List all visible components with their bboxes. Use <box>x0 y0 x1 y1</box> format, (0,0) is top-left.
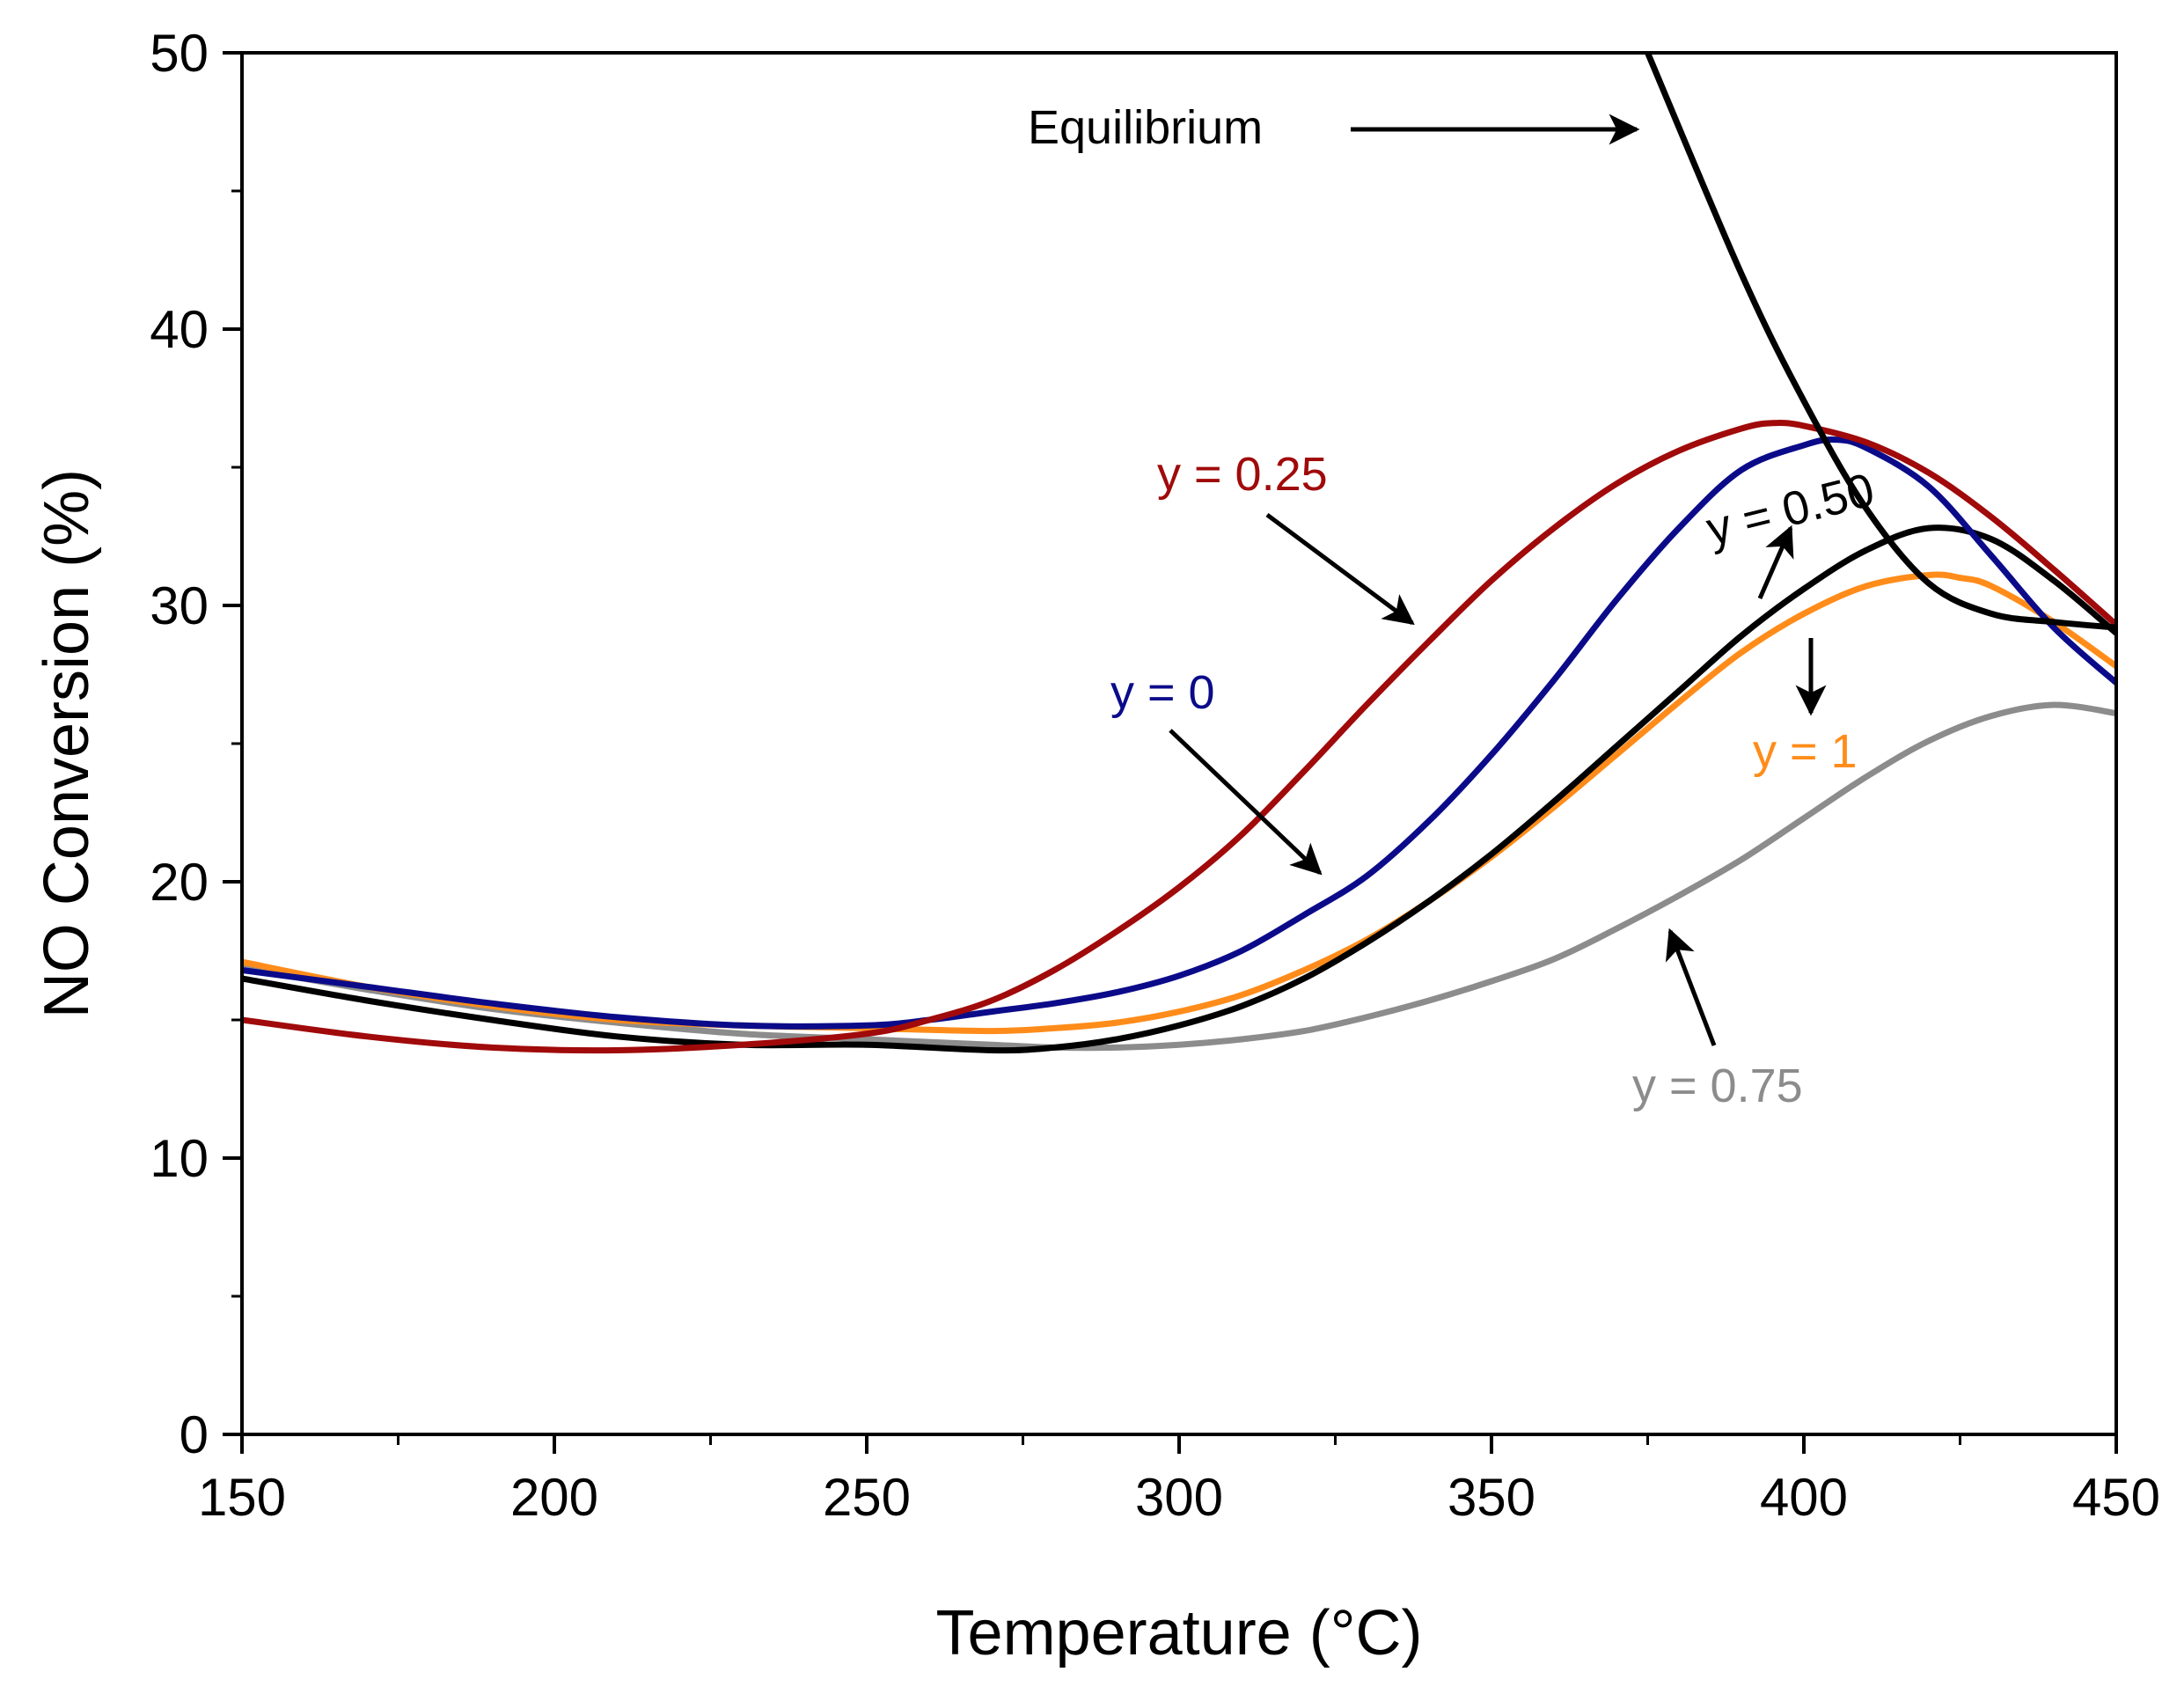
arrow-y-0.75 <box>1665 928 1717 1046</box>
x-tick-label: 400 <box>1760 1468 1848 1527</box>
y-tick-label: 30 <box>150 576 209 635</box>
x-tick-label: 150 <box>198 1468 286 1527</box>
y-tick-label: 0 <box>180 1405 209 1464</box>
ticks-layer <box>223 51 2118 1454</box>
annotation-arrows <box>1169 114 1827 1046</box>
series-line-y-1 <box>242 571 2116 1035</box>
x-tick-label: 300 <box>1135 1468 1223 1527</box>
series-line-y-0.75 <box>242 701 2116 1052</box>
x-tick-label: 350 <box>1447 1468 1535 1527</box>
y-tick-label: 40 <box>150 300 209 359</box>
x-tick-label: 250 <box>823 1468 911 1527</box>
arrow-y-0.25 <box>1265 512 1415 626</box>
label-y-0.75: y = 0.75 <box>1632 1060 1803 1112</box>
y-tick-label: 50 <box>150 24 209 83</box>
x-tick-label: 200 <box>510 1468 598 1527</box>
y-tick-label: 20 <box>150 853 209 912</box>
y-axis-title: NO Conversion (%) <box>32 469 102 1018</box>
tick-labels: 150 200 250 300 350 400 450 0 10 20 30 40 50 <box>150 24 2160 1527</box>
label-y-0: y = 0 <box>1110 666 1215 719</box>
x-tick-label: 450 <box>2072 1468 2160 1527</box>
label-y-0.25: y = 0.25 <box>1157 448 1328 501</box>
y-tick-label: 10 <box>150 1129 209 1188</box>
arrow-y-0.50 <box>1757 524 1794 600</box>
label-equilibrium: Equilibrium <box>1028 101 1263 154</box>
x-axis-title: Temperature (°C) <box>936 1598 1423 1668</box>
series-line-equilibrium <box>1645 53 2116 631</box>
label-y-1: y = 1 <box>1753 725 1858 778</box>
series-layer <box>242 53 2116 1054</box>
series-line-y-0.50 <box>242 524 2116 1054</box>
arrow-y-0 <box>1169 729 1323 876</box>
series-line-y-0.25 <box>242 420 2116 1054</box>
series-line-y-0 <box>242 436 2116 1030</box>
